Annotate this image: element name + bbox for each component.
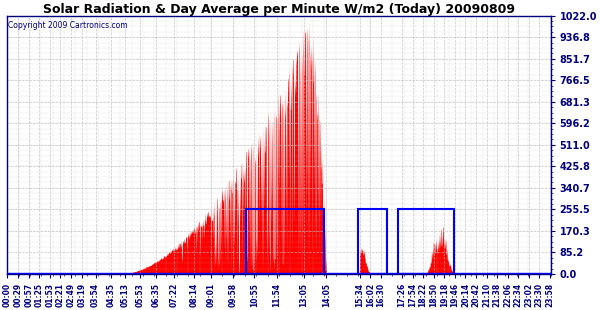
Title: Solar Radiation & Day Average per Minute W/m2 (Today) 20090809: Solar Radiation & Day Average per Minute…: [43, 3, 515, 16]
Text: Copyright 2009 Cartronics.com: Copyright 2009 Cartronics.com: [8, 21, 128, 30]
Bar: [398, 209, 454, 274]
Bar: [246, 209, 324, 274]
Bar: [358, 209, 386, 274]
